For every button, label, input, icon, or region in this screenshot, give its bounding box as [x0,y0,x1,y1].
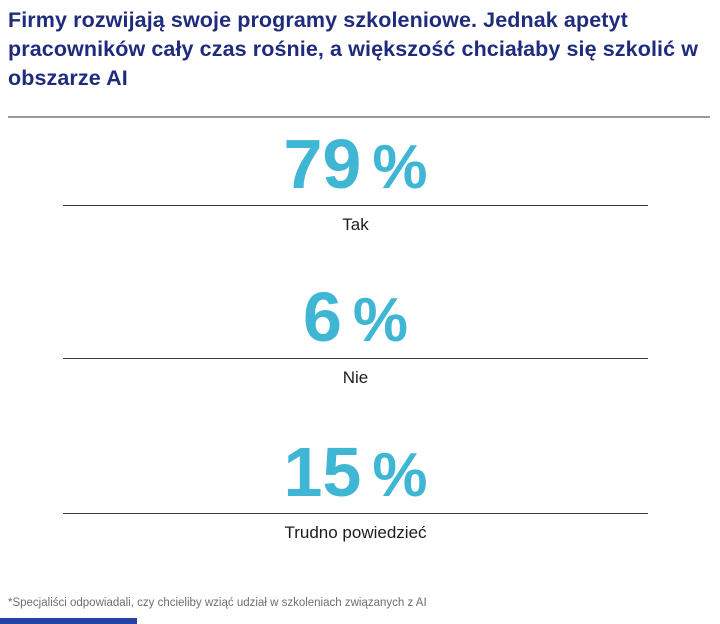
page-title-line-2: pracowników cały czas rośnie, a większoś… [8,37,699,61]
stat-value: 15% [63,426,648,514]
stat-number: 79 [283,125,362,203]
stat-number: 15 [283,433,362,511]
page-title-line-3: obszarze AI [8,66,128,90]
percent-sign: % [372,133,428,202]
stat-value: 79% [63,118,648,206]
stat-label: Nie [342,368,369,387]
stat-number: 6 [302,278,342,356]
footnote: *Specjaliści odpowiadali, czy chcieliby … [8,597,427,609]
stat-value: 6% [63,271,648,359]
percent-sign: % [352,286,409,355]
title-divider [8,116,710,118]
stat-label: Trudno powiedzieć [284,523,427,542]
stat-label: Tak [342,215,369,234]
percent-sign: % [372,441,428,510]
page-title: Firmy rozwijają swoje programy szkolenio… [8,6,708,93]
stat-block-tak: 79% Tak [63,118,648,236]
stat-block-nie: 6% Nie [63,271,648,389]
stat-block-trudno-powiedziec: 15% Trudno powiedzieć [63,426,648,544]
page-title-line-1: Firmy rozwijają swoje programy szkolenio… [8,8,628,32]
bottom-accent-bar [0,618,137,624]
